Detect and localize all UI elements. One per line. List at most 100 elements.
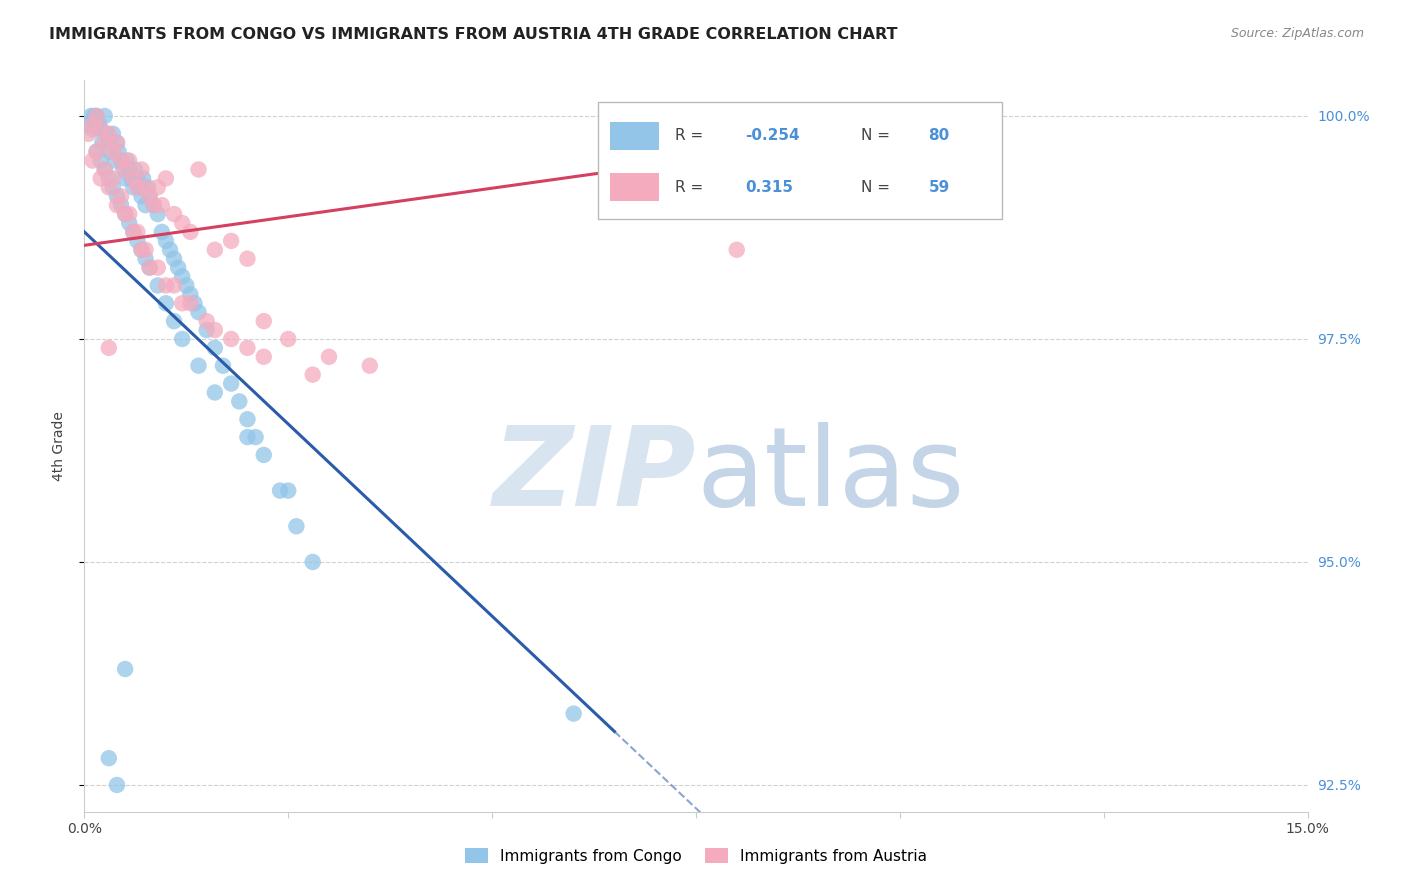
Point [112,162,135,177]
Point [131,162,153,177]
Point [236,412,259,426]
Point [122,225,145,239]
Point [135,243,157,257]
Point [183,296,205,310]
Point [135,198,157,212]
Point [91,136,114,150]
Point [163,314,186,328]
Point [105,136,128,150]
Point [90,153,112,168]
Point [124,162,146,177]
Point [167,260,190,275]
Point [155,171,177,186]
Point [163,252,186,266]
Text: 59: 59 [928,179,949,194]
Point [245,430,267,444]
Point [138,260,160,275]
Point [80,109,103,123]
Point [101,145,124,159]
Point [118,216,141,230]
Text: IMMIGRANTS FROM CONGO VS IMMIGRANTS FROM AUSTRIA 4TH GRADE CORRELATION CHART: IMMIGRANTS FROM CONGO VS IMMIGRANTS FROM… [49,27,897,42]
Point [97,136,120,150]
Point [107,145,129,159]
Point [204,341,226,355]
Point [187,162,209,177]
Point [101,180,124,194]
Y-axis label: 4th Grade: 4th Grade [52,411,66,481]
Point [97,180,120,194]
Point [122,225,145,239]
Point [155,278,177,293]
Point [127,225,149,239]
Point [138,189,160,203]
Text: ZIP: ZIP [492,422,696,529]
Point [86,109,108,123]
Point [96,127,118,141]
Point [195,323,218,337]
Point [122,180,145,194]
Point [562,706,585,721]
Point [725,243,748,257]
Text: N =: N = [860,128,890,144]
Point [269,483,291,498]
Point [136,180,159,194]
Point [114,207,136,221]
Text: N =: N = [860,179,890,194]
Point [97,127,120,141]
Point [172,296,194,310]
Point [228,394,250,409]
Point [97,341,120,355]
Text: R =: R = [675,179,703,194]
Point [318,350,340,364]
Point [253,314,276,328]
Point [86,145,108,159]
Point [212,359,235,373]
Text: -0.254: -0.254 [745,128,800,144]
Point [204,385,226,400]
Text: Source: ZipAtlas.com: Source: ZipAtlas.com [1230,27,1364,40]
Point [150,198,173,212]
Point [97,171,120,186]
Point [115,153,138,168]
Bar [610,173,659,201]
Point [163,278,186,293]
Point [122,171,145,186]
Point [100,145,122,159]
Point [146,278,169,293]
Point [285,519,308,533]
Point [138,189,160,203]
Point [155,234,177,248]
Legend: Immigrants from Congo, Immigrants from Austria: Immigrants from Congo, Immigrants from A… [458,842,934,870]
Point [138,260,160,275]
Point [135,180,157,194]
Point [204,243,226,257]
Point [236,341,259,355]
Point [219,332,242,346]
Point [179,287,201,301]
Point [132,171,155,186]
Point [127,171,149,186]
Point [114,662,136,676]
Text: R =: R = [675,128,703,144]
Point [101,171,124,186]
Point [128,180,150,194]
Point [82,153,104,168]
Point [93,162,115,177]
Point [114,162,136,177]
Point [159,243,181,257]
Point [187,359,209,373]
FancyBboxPatch shape [598,103,1002,219]
Point [135,252,157,266]
Point [253,350,276,364]
Point [131,243,153,257]
Point [93,162,115,177]
Point [90,171,112,186]
Point [301,368,323,382]
Point [150,225,173,239]
Point [301,555,323,569]
Point [277,332,299,346]
Point [104,153,127,168]
Point [105,198,128,212]
Point [118,162,141,177]
Point [236,252,259,266]
